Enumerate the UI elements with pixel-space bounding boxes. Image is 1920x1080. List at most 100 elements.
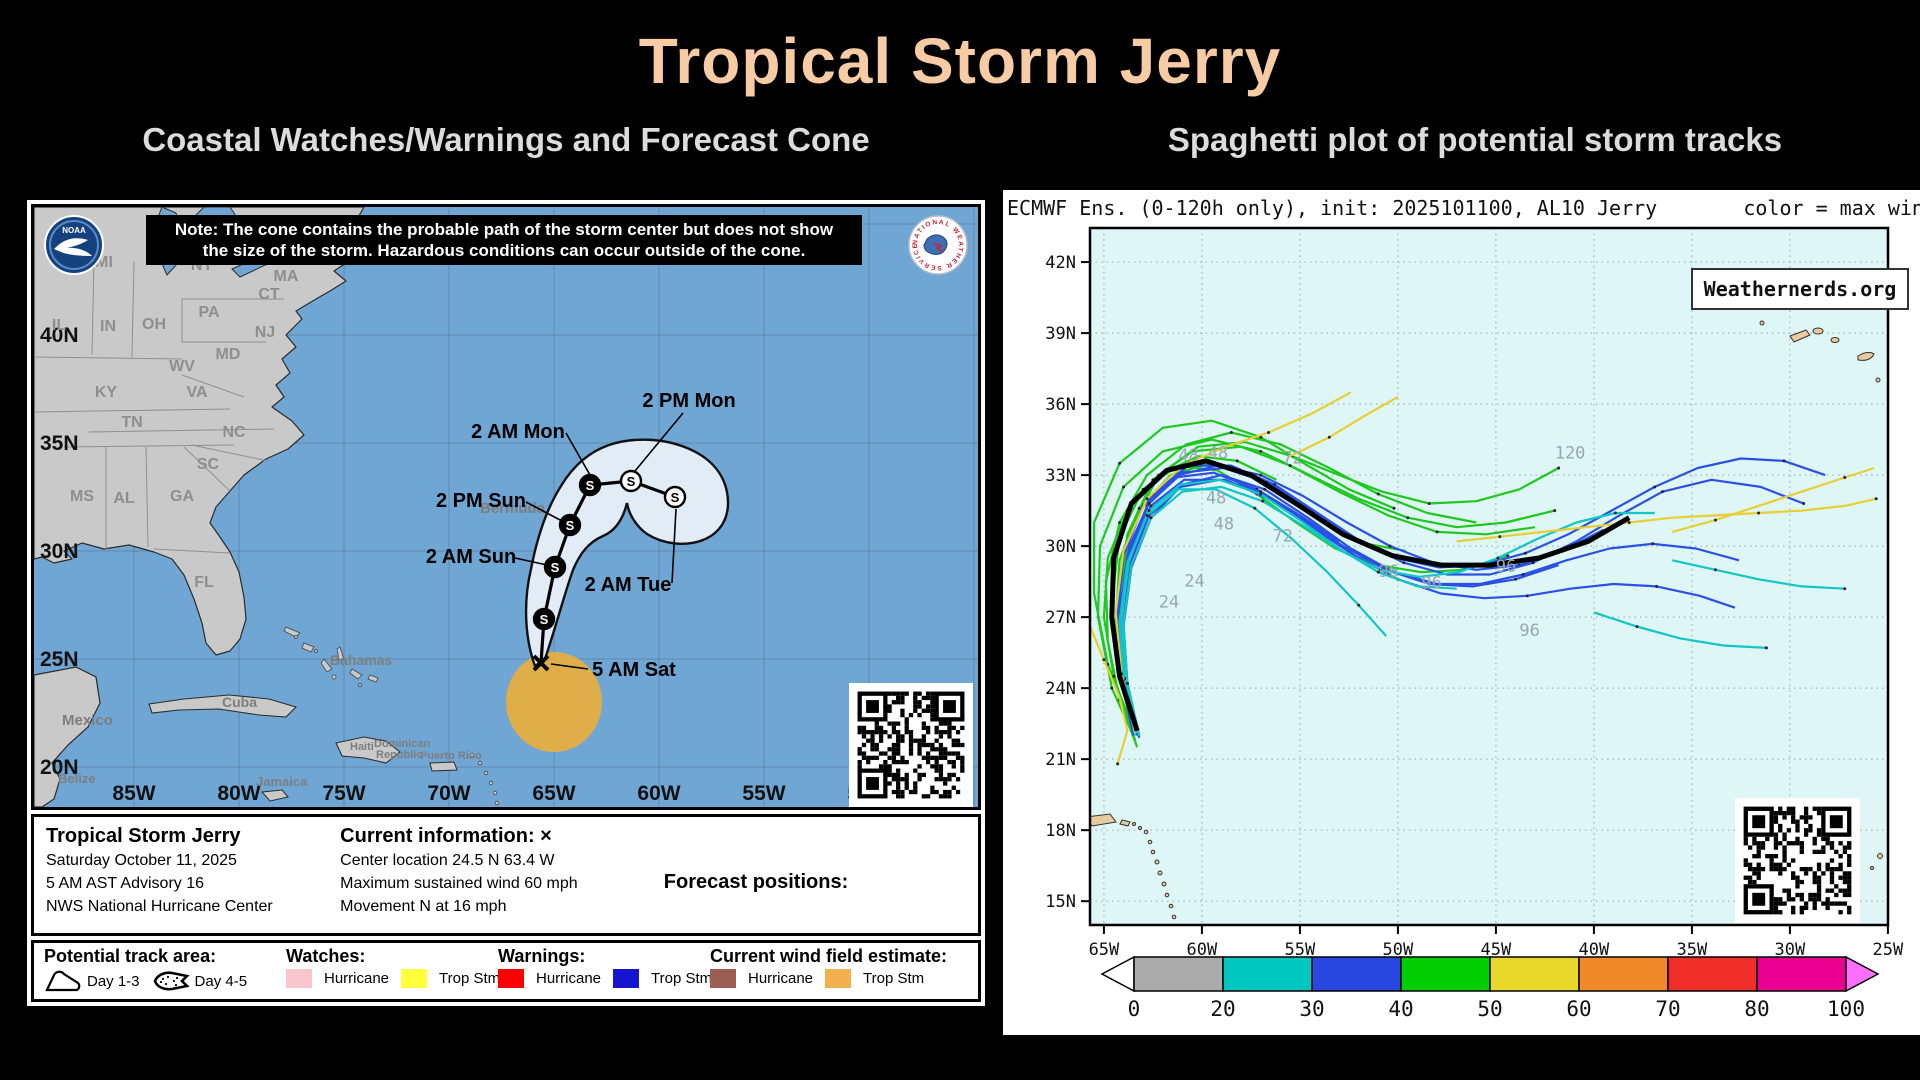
legend-wind-field: Current wind field estimate: Hurricane T…: [710, 946, 948, 988]
qr-code-left: [849, 683, 973, 807]
ensemble-member-track: [1289, 396, 1399, 458]
place-label: Cuba: [222, 694, 257, 710]
colorbar-segment: [1311, 956, 1402, 992]
plot-frame: [1088, 226, 1890, 927]
forecast-time-label: 2 PM Sun: [436, 490, 526, 512]
forecast-point-marker: [663, 485, 687, 509]
lon-label: 85W: [112, 782, 155, 805]
state-label: MS: [70, 488, 94, 505]
lat-label: 15N: [1045, 892, 1076, 912]
lon-label: 80W: [217, 782, 260, 805]
ensemble-member-track: [1672, 466, 1875, 533]
state-label: MA: [274, 268, 299, 285]
current-position-x-icon: [532, 654, 550, 672]
time-pointer-line: [565, 432, 591, 476]
forecast-hour-label: 96: [1496, 557, 1516, 577]
state-label: PA: [198, 304, 219, 321]
track-time-mark: [1427, 502, 1431, 506]
lon-label: 60W: [637, 782, 680, 805]
colorbar-right-arrow: [1845, 955, 1880, 993]
lon-label: 60W: [1187, 940, 1218, 960]
state-label: SC: [197, 456, 220, 473]
state-label: MD: [216, 346, 241, 363]
forecast-hour-label: 24: [1184, 571, 1204, 591]
forecast-hour-label: 48: [1214, 515, 1234, 535]
day13-cone-icon: [45, 970, 81, 992]
lat-label: 18N: [1045, 821, 1076, 841]
time-pointer-line: [514, 557, 548, 566]
wind-colorbar: 0 20 30 40 50 60 70 80 100: [1098, 954, 1900, 1029]
lon-label: 75W: [322, 782, 365, 805]
cone-note: Note: The cone contains the probable pat…: [146, 215, 862, 265]
forecast-time-label: 5 AM Sat: [592, 659, 676, 681]
lat-label: 30N: [1045, 537, 1076, 557]
forecast-hour-label: 48: [1178, 446, 1198, 466]
state-borders: [34, 258, 284, 554]
ensemble-member-track: [1090, 623, 1129, 765]
small-islands: [283, 626, 500, 806]
track-time-mark: [1110, 686, 1114, 690]
track-time-mark: [1118, 520, 1122, 524]
track-time-mark: [1288, 464, 1292, 468]
storm-agency: NWS National Hurricane Center: [46, 898, 273, 915]
lon-label: 30W: [1775, 940, 1806, 960]
track-time-mark: [1514, 577, 1518, 581]
current-position-x-icon: ×: [540, 825, 552, 847]
bermuda-dot: [495, 501, 501, 507]
time-pointer-line: [525, 501, 563, 522]
lat-label: 30N: [40, 540, 79, 563]
lon-label: 65W: [532, 782, 575, 805]
place-label: Jamaica: [256, 774, 308, 789]
lon-label: 65W: [1089, 940, 1120, 960]
ensemble-tracks: [1090, 391, 1878, 766]
track-time-mark: [1802, 502, 1806, 506]
track-time-mark: [1125, 681, 1129, 685]
track-time-mark: [1613, 511, 1617, 515]
state-label: IL: [52, 317, 66, 334]
time-pointer-line: [634, 412, 684, 472]
ensemble-member-track: [1122, 485, 1655, 736]
track-time-mark: [1713, 568, 1717, 572]
intensity-s-label: S: [540, 612, 549, 627]
track-time-mark: [1259, 490, 1263, 494]
state-label: VA: [186, 384, 207, 401]
lat-label: 27N: [1045, 608, 1076, 628]
model-init-text: ECMWF Ens. (0-120h only), init: 20251011…: [1007, 196, 1658, 220]
state-label: NC: [222, 424, 246, 441]
track-time-mark: [1661, 490, 1665, 494]
legend-watches: Watches: Hurricane Trop Stm: [286, 946, 501, 988]
forecast-point-marker: [532, 607, 556, 631]
track-time-mark: [1149, 516, 1153, 520]
track-time-mark: [1267, 431, 1271, 435]
intensity-s-label: S: [551, 560, 560, 575]
track-time-mark: [1764, 646, 1768, 650]
trop-stm-wind-field: [506, 652, 602, 752]
ts-watch-swatch: [401, 969, 428, 988]
track-time-mark: [1259, 449, 1263, 453]
plot-axes: 42N 39N 36N 33N 30N 27N 24N 21N 18N 15N 65W 60W 55W 5…: [1045, 253, 1904, 960]
hurricane-warning-swatch: [498, 969, 524, 988]
forecast-hour-label: 72: [1282, 448, 1302, 468]
lat-label: 39N: [1045, 324, 1076, 344]
track-time-mark: [1116, 762, 1120, 766]
state-label: FL: [194, 574, 214, 591]
track-time-mark: [1263, 487, 1267, 491]
left-subtitle: Coastal Watches/Warnings and Forecast Co…: [142, 121, 870, 158]
place-label: Belize: [58, 771, 96, 786]
track-time-mark: [1496, 556, 1500, 560]
lat-label: 24N: [1045, 679, 1076, 699]
track-time-mark: [1843, 475, 1847, 479]
state-label: AL: [113, 490, 135, 507]
lat-label: 25N: [40, 648, 79, 671]
track-time-mark: [1782, 459, 1786, 463]
spaghetti-panel: ECMWF Ens. (0-120h only), init: 20251011…: [1003, 190, 1920, 1035]
state-label: TN: [121, 414, 142, 431]
right-subtitle: Spaghetti plot of potential storm tracks: [1167, 121, 1783, 158]
forecast-time-label: 2 PM Mon: [642, 390, 735, 412]
track-time-mark: [1376, 570, 1380, 574]
forecast-positions-column: Forecast positions: ●Tropical Cyclone ○P…: [664, 823, 966, 1030]
storm-name: Tropical Storm Jerry: [46, 825, 241, 847]
track-time-mark: [1521, 573, 1525, 577]
